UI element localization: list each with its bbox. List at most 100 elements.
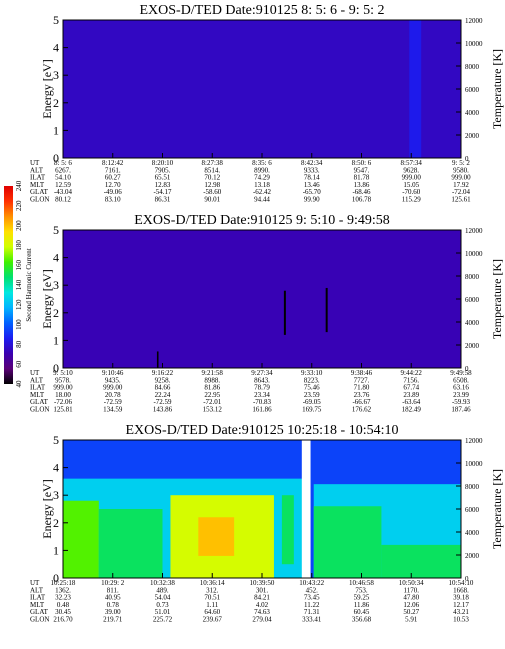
table-cell: 60.27 bbox=[105, 174, 121, 182]
table-cell: -66.67 bbox=[352, 398, 371, 406]
table-cell: -69.05 bbox=[303, 398, 322, 406]
table-row-label: GLAT bbox=[30, 398, 49, 406]
table-cell: 10:46:58 bbox=[349, 579, 374, 587]
table-cell: 11.22 bbox=[304, 601, 320, 609]
table-row-label: GLON bbox=[30, 196, 49, 204]
y2-tick-label: 2000 bbox=[465, 132, 480, 140]
table-cell: 8223. bbox=[304, 376, 320, 384]
table-row-label: ALT bbox=[30, 376, 44, 384]
table-cell: 47.80 bbox=[403, 594, 419, 602]
table-cell: 10:50:34 bbox=[399, 579, 424, 587]
table-cell: 9333. bbox=[304, 166, 320, 174]
table-cell: 301. bbox=[256, 586, 269, 594]
heatmap-cell bbox=[98, 509, 163, 578]
table-cell: -72.06 bbox=[54, 398, 73, 406]
table-cell: 94.44 bbox=[254, 196, 270, 204]
table-row-label: GLON bbox=[30, 406, 49, 414]
table-cell: 9435. bbox=[105, 376, 121, 384]
table-cell: 999.00 bbox=[402, 174, 422, 182]
y-tick-label: 0 bbox=[53, 151, 59, 165]
y-tick-label: 5 bbox=[53, 13, 59, 27]
table-cell: 59.25 bbox=[354, 594, 370, 602]
table-cell: 71.31 bbox=[304, 608, 320, 616]
table-cell: 153.12 bbox=[203, 406, 223, 414]
table-cell: 10:39:50 bbox=[250, 579, 275, 587]
table-cell: 39.18 bbox=[453, 594, 469, 602]
y2-tick-label: 4000 bbox=[465, 109, 480, 117]
table-cell: 9:21:58 bbox=[202, 369, 224, 377]
table-cell: 239.67 bbox=[203, 616, 223, 624]
table-cell: 8:57:34 bbox=[401, 159, 423, 167]
table-cell: 12.17 bbox=[453, 601, 469, 609]
table-cell: 8643. bbox=[254, 376, 270, 384]
heatmap-cell bbox=[63, 230, 461, 368]
y-tick-label: 1 bbox=[53, 543, 59, 557]
table-cell: 81.78 bbox=[354, 174, 370, 182]
y2-tick-label: 0 bbox=[465, 155, 469, 163]
table-cell: 9:27:34 bbox=[251, 369, 273, 377]
table-cell: 81.86 bbox=[204, 384, 220, 392]
table-cell: 10:36:14 bbox=[200, 579, 225, 587]
colorbar-tick-label: 200 bbox=[15, 220, 23, 231]
table-cell: 50.27 bbox=[403, 608, 419, 616]
heatmap-cell bbox=[281, 495, 294, 565]
y2-tick-label: 2000 bbox=[465, 552, 480, 560]
colorbar-tick-label: 120 bbox=[15, 299, 23, 310]
table-cell: -72.01 bbox=[203, 398, 222, 406]
table-cell: 10.53 bbox=[453, 616, 469, 624]
table-cell: 9580. bbox=[453, 166, 469, 174]
table-row-label: UT bbox=[30, 159, 40, 167]
y2-tick-label: 8000 bbox=[465, 273, 480, 281]
table-cell: 143.86 bbox=[153, 406, 173, 414]
table-cell: 17.92 bbox=[453, 181, 469, 189]
table-cell: 187.46 bbox=[451, 406, 471, 414]
table-row-label: MLT bbox=[30, 601, 45, 609]
y-tick-label: 1 bbox=[53, 333, 59, 347]
table-cell: 999.00 bbox=[53, 384, 73, 392]
y-tick-label: 5 bbox=[53, 223, 59, 237]
table-cell: 125.61 bbox=[451, 196, 471, 204]
table-cell: -62.42 bbox=[253, 188, 272, 196]
y-tick-label: 2 bbox=[53, 96, 59, 110]
table-cell: 452. bbox=[306, 586, 319, 594]
colorbar-label: Second Harmonic Current bbox=[25, 248, 33, 322]
table-row-label: UT bbox=[30, 579, 40, 587]
table-cell: 115.29 bbox=[402, 196, 421, 204]
table-cell: -58.60 bbox=[203, 188, 222, 196]
table-cell: 9:10:46 bbox=[102, 369, 124, 377]
table-cell: -72.04 bbox=[452, 188, 471, 196]
table-cell: 9:38:46 bbox=[351, 369, 373, 377]
table-cell: 8514. bbox=[204, 166, 220, 174]
table-cell: -65.70 bbox=[303, 188, 322, 196]
y-tick-label: 4 bbox=[53, 41, 59, 55]
table-cell: 70.51 bbox=[204, 594, 220, 602]
y2-tick-label: 12000 bbox=[465, 17, 483, 25]
y-tick-label: 3 bbox=[53, 68, 59, 82]
table-cell: 216.70 bbox=[53, 616, 73, 624]
y2-axis-label: Temperature [K] bbox=[490, 259, 504, 339]
colorbar-tick-label: 80 bbox=[15, 340, 23, 348]
table-cell: 23.34 bbox=[254, 391, 270, 399]
table-cell: 8:27:38 bbox=[202, 159, 224, 167]
table-row-label: ALT bbox=[30, 586, 44, 594]
table-cell: 8:42:34 bbox=[301, 159, 323, 167]
table-cell: 161.86 bbox=[252, 406, 272, 414]
table-cell: 8990. bbox=[254, 166, 270, 174]
heatmap-cell bbox=[325, 287, 328, 333]
y-tick-label: 4 bbox=[53, 251, 59, 265]
table-cell: 225.72 bbox=[153, 616, 173, 624]
table-cell: 7161. bbox=[105, 166, 121, 174]
table-cell: 12.83 bbox=[155, 181, 171, 189]
table-cell: 18.00 bbox=[55, 391, 71, 399]
table-cell: 32.23 bbox=[55, 594, 71, 602]
table-cell: 10:25:18 bbox=[51, 579, 76, 587]
colorbar-tick-label: 160 bbox=[15, 259, 23, 270]
table-cell: 64.60 bbox=[204, 608, 220, 616]
y2-tick-label: 10000 bbox=[465, 460, 483, 468]
table-cell: 0.78 bbox=[107, 601, 120, 609]
table-cell: 60.45 bbox=[354, 608, 370, 616]
y2-tick-label: 8000 bbox=[465, 63, 480, 71]
table-cell: 1362. bbox=[55, 586, 71, 594]
table-cell: 9258. bbox=[155, 376, 171, 384]
